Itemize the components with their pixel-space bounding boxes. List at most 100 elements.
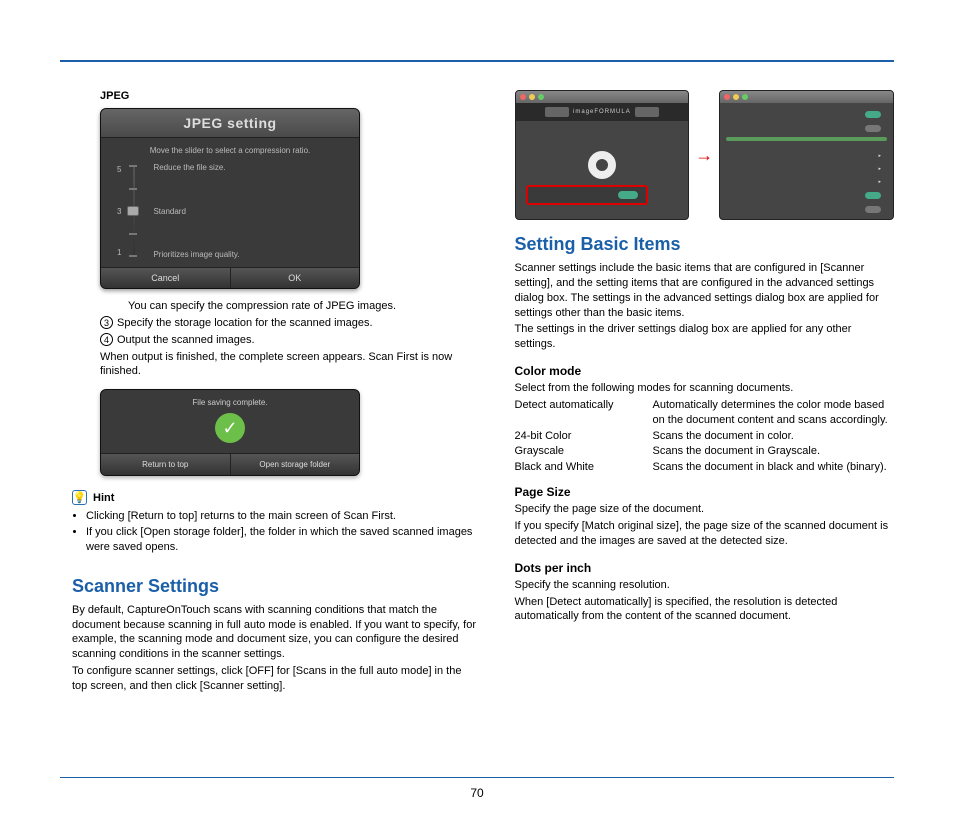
jpeg-setting-panel: JPEG setting Move the slider to select a… [100,108,360,289]
fc-body: File saving complete. ✓ [101,390,359,453]
cm-k0: Detect automatically [515,398,645,428]
hint-label: Hint [93,492,114,504]
max-dot-icon [538,94,544,100]
dpi-p2: When [Detect automatically] is specified… [515,595,895,625]
app-body-right: ▸ ▸ ▸ ▸ [720,103,893,220]
cm-v0: Automatically determines the color mode … [653,398,895,428]
setting-row[interactable]: ▸ [726,164,887,174]
slider-track[interactable] [127,163,139,259]
cm-k3: Black and White [515,460,645,475]
fc-button-row: Return to top Open storage folder [101,453,359,475]
hint-1: Clicking [Return to top] returns to the … [86,509,480,524]
slider-num-1: 1 [117,248,121,257]
slider-num-5: 5 [117,165,121,174]
slider-thumb[interactable] [127,206,139,216]
basic-items-p1: Scanner settings include the basic items… [515,261,895,320]
setting-row [726,109,887,120]
toggle-icon[interactable] [865,192,881,199]
loading-circle-icon [588,151,616,179]
slider-label-top: Reduce the file size. [153,163,345,172]
fc-title: File saving complete. [101,398,359,407]
scanner-settings-heading: Scanner Settings [72,576,480,597]
dpi-heading: Dots per inch [515,561,895,575]
close-dot-icon [724,94,730,100]
circled-3-icon: 3 [100,316,113,329]
titlebar-left [516,91,689,103]
jpeg-instruction: Move the slider to select a compression … [101,138,359,159]
page-size-heading: Page Size [515,485,895,499]
hint-list: Clicking [Return to top] returns to the … [72,509,480,556]
screenshot-left: imageFORMULA [515,90,690,220]
toggle-icon[interactable] [865,111,881,118]
jpeg-label: JPEG [100,90,480,102]
right-column: imageFORMULA → [515,90,895,750]
slider-numbers: 5 3 1 [117,163,127,259]
hint-icon: 💡 [72,490,87,505]
jpeg-button-row: Cancel OK [101,267,359,288]
setting-row [726,204,887,215]
page-size-p2: If you specify [Match original size], th… [515,519,895,549]
scanner-settings-p2: To configure scanner settings, click [OF… [72,664,480,694]
slider-num-3: 3 [117,207,121,216]
step-3: 3 Specify the storage location for the sc… [100,316,480,331]
setting-row[interactable]: ▸ [726,177,887,187]
setting-row-selected[interactable] [726,137,887,141]
color-mode-intro: Select from the following modes for scan… [515,381,895,396]
open-storage-button[interactable]: Open storage folder [231,454,360,475]
toggle-icon[interactable] [618,191,638,199]
dpi-p1: Specify the scanning resolution. [515,578,895,593]
min-dot-icon [529,94,535,100]
color-mode-table: Detect automatically Automatically deter… [515,398,895,475]
content-columns: JPEG JPEG setting Move the slider to sel… [60,60,894,750]
page-number: 70 [0,786,954,800]
setting-row[interactable]: ▸ [726,218,887,220]
scanner-settings-p1: By default, CaptureOnTouch scans with sc… [72,603,480,662]
cm-v2: Scans the document in Grayscale. [653,444,895,459]
bottom-divider [60,777,894,778]
setting-row[interactable]: ▸ [726,151,887,161]
page-size-p1: Specify the page size of the document. [515,502,895,517]
hint-header: 💡 Hint [72,490,480,505]
step-3-text: Specify the storage location for the sca… [117,317,373,329]
file-complete-panel: File saving complete. ✓ Return to top Op… [100,389,360,476]
setting-basic-items-heading: Setting Basic Items [515,234,895,255]
basic-items-p2: The settings in the driver settings dial… [515,322,895,352]
tab-icon [545,107,569,117]
color-mode-heading: Color mode [515,364,895,378]
tab-icon [635,107,659,117]
arrow-icon: → [695,145,713,166]
app-header-text: imageFORMULA [573,109,631,115]
screenshot-row: imageFORMULA → [515,90,895,220]
slider-label-mid: Standard [153,207,345,216]
cm-v1: Scans the document in color. [653,429,895,444]
cm-k1: 24-bit Color [515,429,645,444]
return-to-top-button[interactable]: Return to top [101,454,231,475]
max-dot-icon [742,94,748,100]
toggle-icon[interactable] [865,125,881,132]
close-dot-icon [520,94,526,100]
titlebar-right [720,91,893,103]
cm-v3: Scans the document in black and white (b… [653,460,895,475]
jpeg-slider[interactable]: 5 3 1 Reduce the file size. Standard Pri… [101,159,359,267]
top-divider [60,60,894,62]
left-column: JPEG JPEG setting Move the slider to sel… [60,90,480,750]
hint-2: If you click [Open storage folder], the … [86,525,480,555]
check-icon: ✓ [215,413,245,443]
slider-label-bot: Prioritizes image quality. [153,250,345,259]
step-4-text: Output the scanned images. [117,334,255,346]
setting-row [726,190,887,201]
setting-row [726,123,887,134]
slider-labels: Reduce the file size. Standard Prioritiz… [139,163,349,259]
circled-4-icon: 4 [100,333,113,346]
jpeg-caption: You can specify the compression rate of … [100,299,480,314]
ok-button[interactable]: OK [231,268,360,288]
app-header-left: imageFORMULA [516,103,689,121]
highlighted-setting-row[interactable] [526,185,649,205]
toggle-icon[interactable] [865,206,881,213]
min-dot-icon [733,94,739,100]
jpeg-panel-title: JPEG setting [101,109,359,138]
cancel-button[interactable]: Cancel [101,268,231,288]
finish-text: When output is finished, the complete sc… [100,350,480,380]
step-4: 4 Output the scanned images. [100,333,480,348]
cm-k2: Grayscale [515,444,645,459]
